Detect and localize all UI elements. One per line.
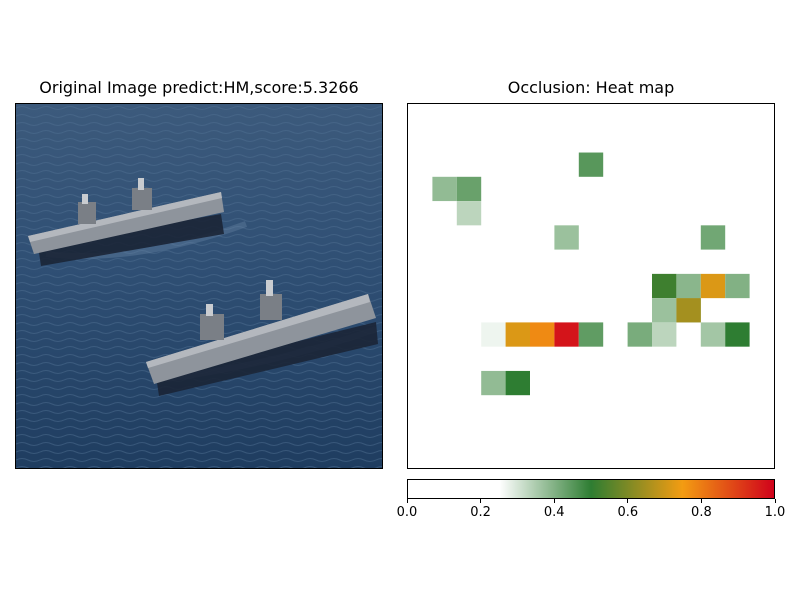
heatmap-cell xyxy=(432,176,457,202)
heatmap-cell xyxy=(578,152,604,177)
heatmap-cell xyxy=(505,370,530,396)
heatmap-cell xyxy=(652,322,677,347)
heatmap-cell xyxy=(700,273,726,299)
heatmap-cell xyxy=(725,273,750,299)
heatmap-cell xyxy=(578,322,604,347)
heatmap-cell xyxy=(456,201,482,226)
photo-illustration xyxy=(16,104,382,468)
heatmap-cell xyxy=(725,322,750,347)
heatmap-cell xyxy=(700,225,726,250)
heatmap-cell xyxy=(652,298,677,323)
heatmap-cell xyxy=(700,322,726,347)
colorbar-tick-label: 0.4 xyxy=(543,505,565,520)
heatmap-cell xyxy=(627,322,652,347)
colorbar-tick xyxy=(774,499,776,503)
heatmap-cell xyxy=(676,298,701,323)
colorbar-tick-label: 0.8 xyxy=(691,505,712,520)
photo-aircraft-carriers xyxy=(15,103,383,469)
colorbar-tick xyxy=(700,499,702,503)
heatmap-cell xyxy=(505,322,530,347)
heatmap-canvas xyxy=(432,152,750,396)
heatmap-cell xyxy=(676,273,701,299)
colorbar-tick xyxy=(406,499,408,503)
heatmap-cell xyxy=(481,322,506,347)
colorbar-tick-label: 0.0 xyxy=(396,505,418,520)
colorbar-tick xyxy=(480,499,482,503)
photo-title: Original Image predict:HM,score:5.3266 xyxy=(39,78,359,97)
colorbar-tick-label: 0.6 xyxy=(617,505,639,520)
colorbar-tick xyxy=(553,499,555,503)
colorbar-tick xyxy=(627,499,629,503)
colorbar xyxy=(407,479,775,499)
colorbar-tick-label: 0.2 xyxy=(470,505,491,520)
heatmap-panel xyxy=(407,103,775,469)
heatmap-cell xyxy=(652,273,677,299)
heatmap-cell xyxy=(456,176,482,202)
heatmap-cell xyxy=(481,370,506,396)
heatmap-cell xyxy=(554,322,579,347)
heatmap-cell xyxy=(530,322,555,347)
heatmap-title: Occlusion: Heat map xyxy=(507,78,675,97)
heatmap-cell xyxy=(554,225,579,250)
colorbar-tick-label: 1.0 xyxy=(764,505,786,520)
